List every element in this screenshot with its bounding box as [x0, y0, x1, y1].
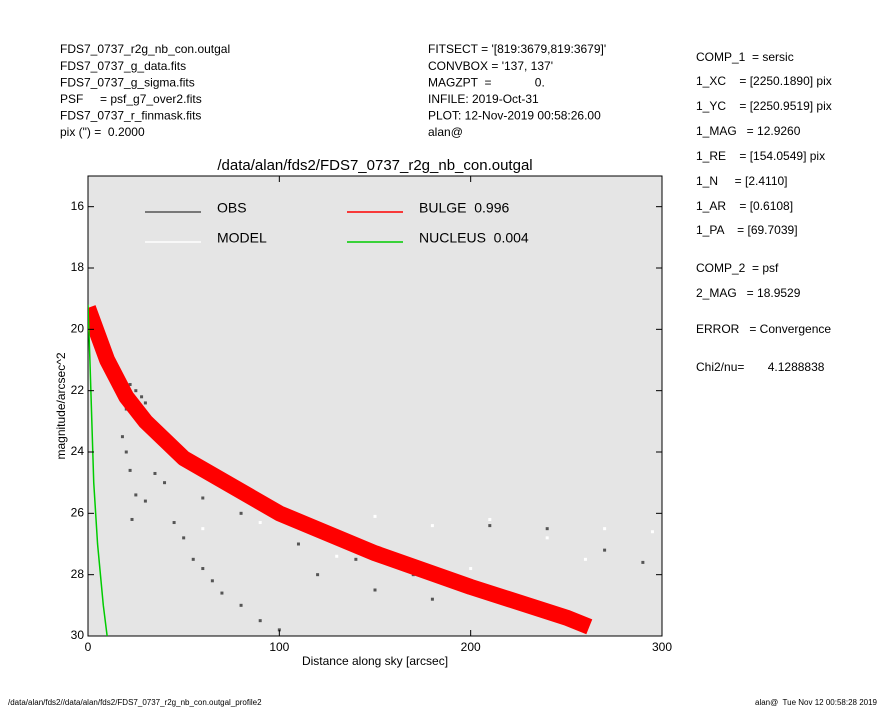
chart-title: /data/alan/fds2/FDS7_0737_r2g_nb_con.out… — [217, 157, 532, 174]
fit-parameter: COMP_2 = psf — [696, 261, 779, 275]
fit-parameter: 1_YC = [2250.9519] pix — [696, 99, 832, 113]
data-point — [316, 573, 320, 577]
header-left-line: FDS7_0737_r2g_nb_con.outgal — [60, 42, 230, 56]
data-point — [153, 471, 157, 475]
data-point — [134, 389, 138, 393]
header-middle-line: CONVBOX = '137, 137' — [428, 59, 553, 73]
fit-parameter: 1_AR = [0.6108] — [696, 199, 793, 213]
data-point — [277, 628, 281, 632]
header-middle-line: FITSECT = '[819:3679,819:3679]' — [428, 42, 606, 56]
data-point — [296, 542, 300, 546]
y-tick-label: 16 — [71, 199, 85, 213]
data-point — [210, 579, 214, 583]
fit-parameter: 1_PA = [69.7039] — [696, 223, 798, 237]
data-point — [545, 527, 549, 531]
data-point — [488, 524, 492, 528]
data-point — [201, 496, 205, 500]
data-point — [603, 527, 607, 531]
data-point — [641, 560, 645, 564]
header-middle-line: PLOT: 12-Nov-2019 00:58:26.00 — [428, 109, 601, 123]
header-left-line: FDS7_0737_g_sigma.fits — [60, 75, 195, 89]
header-left-line: FDS7_0737_r_finmask.fits — [60, 109, 201, 123]
data-point — [191, 557, 195, 561]
data-point — [583, 557, 587, 561]
data-point — [128, 383, 132, 387]
data-point — [220, 591, 224, 595]
data-point — [373, 514, 377, 518]
data-point — [488, 517, 492, 521]
data-point — [650, 530, 654, 534]
x-tick-label: 200 — [461, 640, 481, 654]
header-middle-line: MAGZPT = 0. — [428, 75, 545, 89]
data-point — [143, 499, 147, 503]
data-point — [430, 524, 434, 528]
fit-parameter: Chi2/nu= 4.1288838 — [696, 360, 825, 374]
header-middle-line: alan@ — [428, 125, 463, 139]
header-left-line: FDS7_0737_g_data.fits — [60, 59, 186, 73]
data-point — [172, 521, 176, 525]
legend-label: NUCLEUS 0.004 — [419, 230, 529, 246]
data-point — [140, 395, 144, 399]
data-point — [143, 401, 147, 405]
data-point — [130, 517, 134, 521]
data-point — [124, 450, 128, 454]
y-tick-label: 24 — [71, 444, 85, 458]
y-axis-label: magnitude/arcsec^2 — [54, 352, 68, 459]
data-point — [335, 554, 339, 558]
profile-line — [88, 304, 108, 636]
data-point — [182, 536, 186, 540]
footer-right: alan@ Tue Nov 12 00:58:28 2019 — [755, 698, 878, 707]
data-point — [239, 511, 243, 515]
data-point — [354, 557, 358, 561]
y-tick-label: 30 — [71, 628, 85, 642]
legend-label: OBS — [217, 200, 247, 216]
data-point — [239, 603, 243, 607]
legend-label: MODEL — [217, 230, 267, 246]
y-tick-label: 18 — [71, 260, 85, 274]
header-left-line: PSF = psf_g7_over2.fits — [60, 92, 202, 106]
data-point — [163, 481, 167, 485]
y-tick-label: 28 — [71, 567, 85, 581]
fit-parameter: ERROR = Convergence — [696, 322, 831, 336]
x-tick-label: 100 — [269, 640, 289, 654]
profile-line — [88, 305, 593, 635]
plot-marks — [88, 304, 654, 636]
header-middle-line: INFILE: 2019-Oct-31 — [428, 92, 539, 106]
data-point — [373, 588, 377, 592]
data-point — [603, 548, 607, 552]
x-tick-label: 300 — [652, 640, 672, 654]
fit-parameter: COMP_1 = sersic — [696, 50, 794, 64]
fit-parameter: 1_MAG = 12.9260 — [696, 124, 801, 138]
fit-parameter: 1_RE = [154.0549] pix — [696, 149, 825, 163]
footer-left: /data/alan/fds2//data/alan/fds2/FDS7_073… — [8, 698, 262, 707]
data-point — [128, 468, 132, 472]
header-left-line: pix (") = 0.2000 — [60, 125, 145, 139]
data-point — [201, 567, 205, 571]
data-point — [120, 435, 124, 439]
fit-parameter: 1_XC = [2250.1890] pix — [696, 74, 832, 88]
data-point — [134, 493, 138, 497]
fit-parameter: 2_MAG = 18.9529 — [696, 286, 801, 300]
data-point — [430, 597, 434, 601]
fit-parameter: 1_N = [2.4110] — [696, 174, 788, 188]
legend-label: BULGE 0.996 — [419, 200, 509, 216]
plot-area — [87, 175, 663, 637]
x-tick-label: 0 — [85, 640, 92, 654]
x-axis-label: Distance along sky [arcsec] — [302, 654, 448, 668]
data-point — [469, 567, 473, 571]
data-point — [545, 536, 549, 540]
y-tick-label: 20 — [71, 322, 85, 336]
data-point — [201, 527, 205, 531]
y-tick-label: 22 — [71, 383, 85, 397]
y-tick-label: 26 — [71, 506, 85, 520]
data-point — [258, 619, 262, 623]
data-point — [258, 521, 262, 525]
